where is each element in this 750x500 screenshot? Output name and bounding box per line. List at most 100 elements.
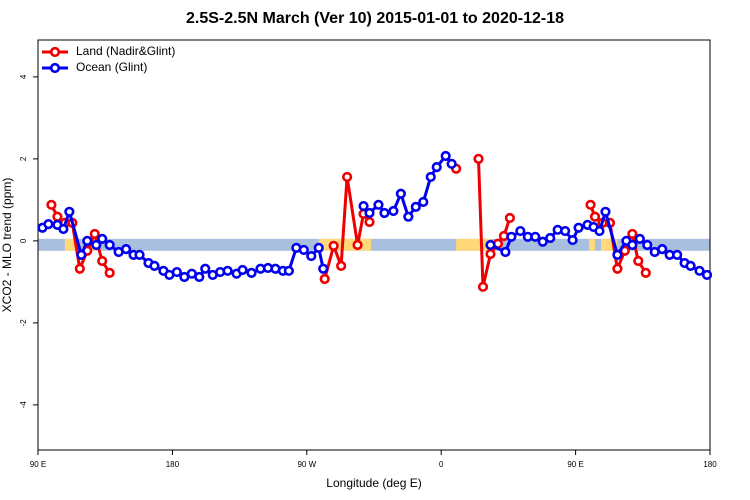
data-point xyxy=(318,263,329,274)
data-point xyxy=(585,199,596,210)
data-point xyxy=(504,212,515,224)
x-tick-label: 0 xyxy=(439,460,444,469)
data-point xyxy=(104,239,115,251)
data-point xyxy=(121,244,132,255)
y-tick-label: -4 xyxy=(19,401,28,409)
data-point xyxy=(446,158,457,169)
data-point xyxy=(485,248,496,260)
data-point xyxy=(388,205,399,217)
data-point xyxy=(246,267,257,278)
data-point xyxy=(379,207,390,219)
land-span xyxy=(64,238,77,251)
y-tick-label: 4 xyxy=(19,74,28,79)
data-point xyxy=(283,265,294,276)
data-point xyxy=(89,228,100,240)
data-point xyxy=(395,188,406,199)
data-point xyxy=(418,196,429,208)
data-point xyxy=(685,260,696,272)
data-point xyxy=(640,267,651,278)
data-point xyxy=(485,239,496,251)
data-point xyxy=(431,162,442,173)
plot-frame xyxy=(37,39,711,451)
data-point xyxy=(589,211,601,222)
data-point xyxy=(594,225,605,237)
y-axis-label: XCO2 - MLO trend (ppm) xyxy=(0,178,14,313)
data-point xyxy=(410,201,421,212)
data-point xyxy=(237,264,248,276)
land-span xyxy=(600,238,618,251)
data-point xyxy=(134,249,145,260)
data-point xyxy=(328,240,339,251)
legend-marker xyxy=(49,46,61,58)
data-point xyxy=(319,273,330,285)
data-point xyxy=(633,255,644,267)
x-tick-label: 180 xyxy=(166,460,180,469)
data-point xyxy=(46,199,57,210)
data-point xyxy=(306,250,317,262)
data-point xyxy=(64,206,75,217)
data-point xyxy=(701,269,713,281)
x-tick-label: 90 W xyxy=(297,460,316,469)
data-point xyxy=(440,150,451,162)
data-point xyxy=(627,228,638,240)
data-point xyxy=(657,244,668,255)
land-span xyxy=(589,238,596,251)
data-point xyxy=(473,153,484,164)
data-point xyxy=(194,271,205,283)
data-point xyxy=(500,246,511,258)
y-tick-label: 0 xyxy=(19,238,28,243)
data-point xyxy=(200,263,211,274)
data-point xyxy=(222,265,233,276)
legend-marker xyxy=(49,62,61,74)
data-point xyxy=(373,199,384,210)
data-point xyxy=(74,263,85,274)
data-point xyxy=(76,249,87,260)
x-tick-label: 180 xyxy=(703,460,717,469)
data-point xyxy=(600,206,611,217)
data-point xyxy=(52,211,63,222)
data-point xyxy=(634,233,645,244)
x-axis-label: Longitude (deg E) xyxy=(326,476,421,490)
data-point xyxy=(545,232,556,244)
land-span xyxy=(318,238,372,251)
data-point xyxy=(612,249,623,260)
data-point xyxy=(91,239,102,251)
data-point xyxy=(694,265,705,276)
data-point xyxy=(573,222,584,233)
data-point xyxy=(336,260,347,272)
data-point xyxy=(97,255,108,267)
data-point xyxy=(403,211,414,222)
data-point xyxy=(612,263,623,274)
x-tick-label: 90 E xyxy=(30,460,46,469)
data-point xyxy=(82,235,93,246)
data-point xyxy=(425,171,436,183)
data-point xyxy=(342,171,353,183)
data-point xyxy=(672,249,683,260)
y-tick-label: -2 xyxy=(19,319,28,327)
data-point xyxy=(104,267,115,278)
data-point xyxy=(530,231,541,242)
data-point xyxy=(43,218,54,230)
data-point xyxy=(477,281,489,292)
data-point xyxy=(364,207,375,219)
data-point xyxy=(352,239,363,251)
data-point xyxy=(567,234,578,246)
y-tick-label: 2 xyxy=(19,156,28,161)
ocean-band xyxy=(38,238,710,251)
x-tick-label: 90 E xyxy=(567,460,583,469)
data-point xyxy=(298,244,309,256)
data-point xyxy=(627,239,638,251)
chart-title: 2.5S-2.5N March (Ver 10) 2015-01-01 to 2… xyxy=(186,10,564,27)
data-point xyxy=(642,239,653,251)
data-point xyxy=(358,200,369,212)
data-point xyxy=(537,236,548,247)
data-point xyxy=(506,231,517,242)
data-point xyxy=(313,242,324,253)
legend-label: Ocean (Glint) xyxy=(76,60,147,74)
data-point xyxy=(171,266,182,278)
data-point xyxy=(58,223,69,235)
data-point xyxy=(364,216,375,228)
data-point xyxy=(560,225,571,237)
data-point xyxy=(515,225,526,237)
